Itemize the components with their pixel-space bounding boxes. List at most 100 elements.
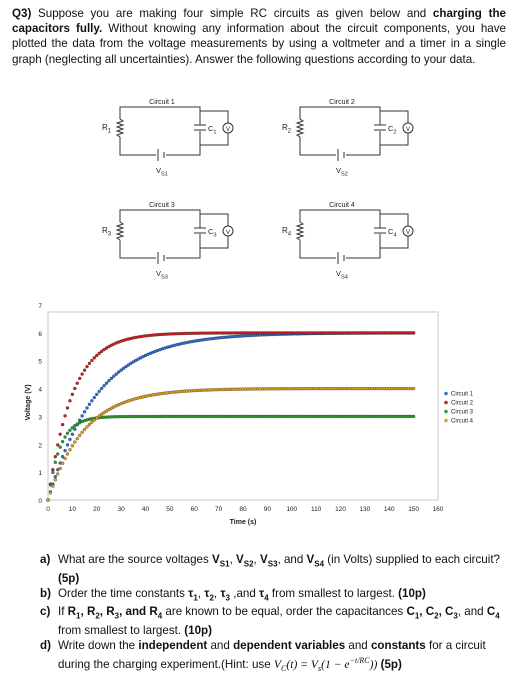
circuit-1: Circuit 1 R1 C1 V VS1 xyxy=(102,99,234,177)
voltmeter-label: V xyxy=(406,230,410,236)
data-point xyxy=(121,366,126,370)
x-tick-label: 120 xyxy=(335,506,346,513)
question-text: 3 xyxy=(453,611,458,621)
resistor-label: R3 xyxy=(102,226,112,237)
circuit-wire xyxy=(299,106,381,156)
question-text: (10p) xyxy=(184,624,212,638)
question-text: for a circuit during the charging experi… xyxy=(58,638,486,671)
data-point xyxy=(75,436,79,441)
data-point xyxy=(68,437,72,442)
data-point xyxy=(73,427,77,431)
series-3 xyxy=(46,414,416,502)
x-tick-label: 160 xyxy=(433,506,444,513)
question-text: , xyxy=(419,605,426,619)
data-point xyxy=(90,399,94,403)
question-text: R xyxy=(86,605,96,619)
plot-area xyxy=(47,311,439,501)
question-label: d) xyxy=(40,638,51,652)
question-text: If xyxy=(58,605,68,619)
data-point xyxy=(126,363,131,367)
question-number: Q3) xyxy=(12,7,32,20)
question-text: 2 xyxy=(209,592,214,602)
data-point xyxy=(90,420,94,424)
question-text: from smallest to largest. xyxy=(268,586,399,600)
question-text: V xyxy=(273,657,281,671)
data-point xyxy=(95,353,99,358)
question-text: What are the source voltages xyxy=(58,553,213,566)
data-point xyxy=(99,349,104,354)
question-text: C xyxy=(406,605,415,619)
voltmeter-wire xyxy=(200,213,229,226)
x-tick-label: 110 xyxy=(311,506,322,513)
voltmeter-wire xyxy=(380,236,409,249)
y-tick-label: 1 xyxy=(38,470,42,477)
x-tick-label: 100 xyxy=(286,506,297,513)
data-point xyxy=(60,461,65,465)
data-point xyxy=(56,472,60,476)
question-text: ) = xyxy=(293,657,311,671)
voltmeter-wire xyxy=(200,133,229,146)
y-tick-label: 0 xyxy=(38,498,42,505)
question-text: (10p) xyxy=(398,586,426,600)
series-2 xyxy=(46,331,416,502)
question-text: (in Volts) supplied to each circuit? xyxy=(324,553,501,566)
data-point xyxy=(58,432,62,436)
data-point xyxy=(114,372,118,376)
question-text: 1 xyxy=(414,611,420,621)
question-text: V xyxy=(236,553,244,566)
voltmeter-wire xyxy=(380,110,409,123)
question-item: b) Order the time constants τ1, τ2, τ3 ,a… xyxy=(40,587,508,606)
x-tick-label: 90 xyxy=(264,506,272,513)
question-text: V xyxy=(310,657,319,671)
data-point xyxy=(411,414,416,419)
question-item: a) What are the source voltages VS1, VS2,… xyxy=(40,553,508,587)
data-point xyxy=(51,468,55,472)
data-point xyxy=(80,414,84,418)
question-text: constants xyxy=(370,638,426,652)
data-point xyxy=(53,460,57,464)
data-point xyxy=(92,395,96,400)
source-label: VS1 xyxy=(156,166,168,177)
data-point xyxy=(78,433,82,438)
question-list: a) What are the source voltages VS1, VS2,… xyxy=(40,553,508,676)
data-point xyxy=(60,439,65,444)
data-point xyxy=(97,351,101,355)
voltmeter-label: V xyxy=(226,127,230,133)
circuit-wire xyxy=(299,209,381,259)
circuit-wire xyxy=(119,106,201,156)
x-tick-label: 150 xyxy=(408,506,419,513)
question-text: S1 xyxy=(219,559,230,569)
x-tick-label: 70 xyxy=(215,506,223,513)
data-point xyxy=(56,452,60,456)
data-point xyxy=(109,376,114,381)
data-point xyxy=(70,444,75,448)
capacitor-label: C1 xyxy=(208,124,217,135)
question-label: a) xyxy=(40,553,51,566)
x-tick-label: 50 xyxy=(166,506,174,513)
question-text: 4 xyxy=(157,611,163,621)
data-point xyxy=(104,381,109,385)
data-point xyxy=(92,356,96,360)
data-point xyxy=(53,455,57,459)
data-point xyxy=(65,431,70,435)
data-point xyxy=(65,406,70,410)
question-text: 1 xyxy=(76,611,81,621)
data-point xyxy=(99,386,104,391)
legend-marker xyxy=(444,400,448,405)
question-text: 2 xyxy=(95,611,100,621)
data-point xyxy=(63,448,67,453)
data-point xyxy=(82,410,87,414)
legend-marker xyxy=(444,391,448,396)
question-text: Write down the xyxy=(58,638,139,652)
x-tick-label: 30 xyxy=(118,506,126,513)
x-tick-label: 80 xyxy=(239,506,247,513)
question-text: are known to be equal, order the capacit… xyxy=(162,605,407,619)
question-text: R xyxy=(149,605,158,619)
question-text: R xyxy=(67,605,77,619)
question-text: 3 xyxy=(225,592,230,602)
data-point xyxy=(75,381,79,385)
data-point xyxy=(82,368,87,372)
capacitor-label: C2 xyxy=(388,124,397,135)
circuit-title: Circuit 1 xyxy=(149,99,175,106)
